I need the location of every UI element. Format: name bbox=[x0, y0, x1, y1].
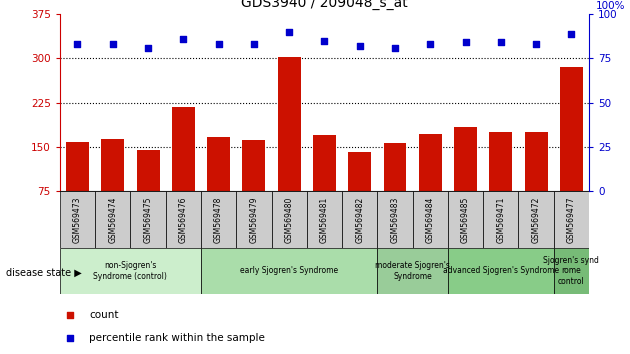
Text: GSM569483: GSM569483 bbox=[391, 196, 399, 243]
Bar bbox=[313, 135, 336, 235]
Text: GSM569480: GSM569480 bbox=[285, 196, 294, 243]
Bar bbox=[60, 248, 201, 294]
Text: GSM569482: GSM569482 bbox=[355, 196, 364, 242]
Bar bbox=[377, 191, 413, 248]
Text: GSM569477: GSM569477 bbox=[567, 196, 576, 243]
Text: non-Sjogren's
Syndrome (control): non-Sjogren's Syndrome (control) bbox=[93, 261, 168, 280]
Bar bbox=[554, 248, 589, 294]
Point bbox=[566, 31, 576, 36]
Text: GSM569476: GSM569476 bbox=[179, 196, 188, 243]
Text: GSM569473: GSM569473 bbox=[73, 196, 82, 243]
Text: GSM569475: GSM569475 bbox=[144, 196, 152, 243]
Text: GSM569472: GSM569472 bbox=[532, 196, 541, 243]
Point bbox=[143, 45, 153, 51]
Point bbox=[72, 41, 83, 47]
Bar bbox=[236, 191, 272, 248]
Point bbox=[249, 41, 259, 47]
Bar bbox=[272, 191, 307, 248]
Bar bbox=[95, 191, 130, 248]
Bar bbox=[137, 150, 159, 235]
Point bbox=[461, 40, 471, 45]
Bar bbox=[207, 137, 230, 235]
Bar bbox=[490, 132, 512, 235]
Bar bbox=[342, 191, 377, 248]
Bar bbox=[243, 140, 265, 235]
Bar bbox=[518, 191, 554, 248]
Text: disease state ▶: disease state ▶ bbox=[6, 268, 82, 278]
Text: 100%: 100% bbox=[596, 1, 626, 11]
Bar bbox=[307, 191, 342, 248]
Point bbox=[66, 312, 76, 318]
Bar bbox=[525, 132, 547, 235]
Bar bbox=[60, 191, 95, 248]
Bar bbox=[66, 142, 89, 235]
Bar bbox=[201, 191, 236, 248]
Bar bbox=[377, 248, 448, 294]
Title: GDS3940 / 209048_s_at: GDS3940 / 209048_s_at bbox=[241, 0, 408, 10]
Text: GSM569479: GSM569479 bbox=[249, 196, 258, 243]
Bar bbox=[201, 248, 377, 294]
Bar bbox=[413, 191, 448, 248]
Point bbox=[390, 45, 400, 51]
Point bbox=[496, 40, 506, 45]
Bar bbox=[278, 57, 301, 235]
Point bbox=[108, 41, 118, 47]
Bar bbox=[130, 191, 166, 248]
Text: early Sjogren's Syndrome: early Sjogren's Syndrome bbox=[240, 266, 338, 275]
Point bbox=[355, 43, 365, 49]
Text: GSM569471: GSM569471 bbox=[496, 196, 505, 243]
Bar bbox=[384, 143, 406, 235]
Text: Sjogren's synd
rome
control: Sjogren's synd rome control bbox=[544, 256, 599, 286]
Bar bbox=[448, 248, 554, 294]
Point bbox=[319, 38, 329, 44]
Text: GSM569474: GSM569474 bbox=[108, 196, 117, 243]
Text: count: count bbox=[89, 310, 118, 320]
Point bbox=[214, 41, 224, 47]
Text: GSM569485: GSM569485 bbox=[461, 196, 470, 243]
Bar bbox=[348, 152, 371, 235]
Bar bbox=[483, 191, 518, 248]
Text: advanced Sjogren's Syndrome: advanced Sjogren's Syndrome bbox=[443, 266, 559, 275]
Point bbox=[178, 36, 188, 42]
Point bbox=[284, 29, 294, 35]
Bar bbox=[101, 139, 124, 235]
Bar bbox=[448, 191, 483, 248]
Text: percentile rank within the sample: percentile rank within the sample bbox=[89, 333, 265, 343]
Bar bbox=[454, 127, 477, 235]
Bar bbox=[172, 107, 195, 235]
Point bbox=[425, 41, 435, 47]
Bar bbox=[166, 191, 201, 248]
Point bbox=[66, 335, 76, 341]
Text: GSM569481: GSM569481 bbox=[320, 196, 329, 242]
Point bbox=[531, 41, 541, 47]
Text: GSM569484: GSM569484 bbox=[426, 196, 435, 243]
Text: moderate Sjogren's
Syndrome: moderate Sjogren's Syndrome bbox=[375, 261, 450, 280]
Bar bbox=[419, 134, 442, 235]
Bar bbox=[554, 191, 589, 248]
Bar bbox=[560, 67, 583, 235]
Text: GSM569478: GSM569478 bbox=[214, 196, 223, 243]
